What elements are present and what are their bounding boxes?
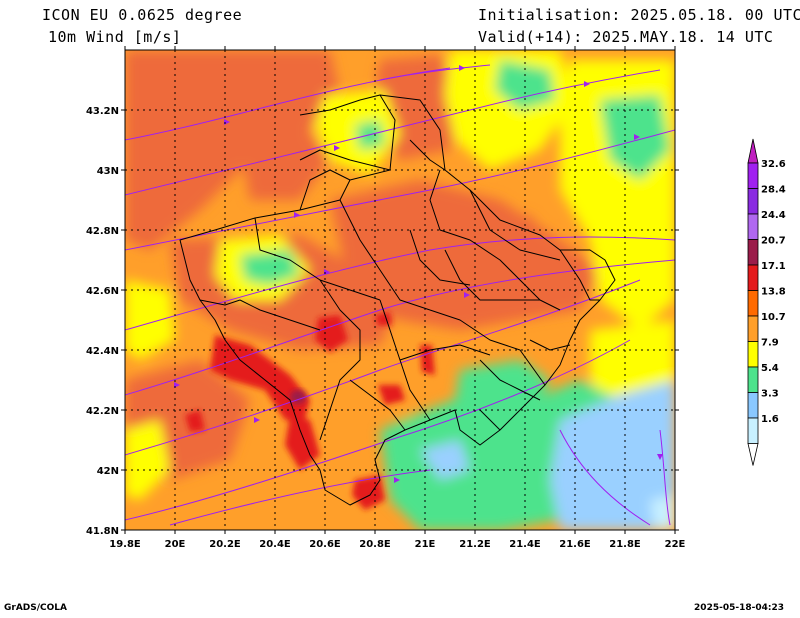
lat-label: 42.4N <box>86 346 119 357</box>
lon-label: 20.2E <box>209 539 241 550</box>
colorbar-max-arrow <box>747 138 759 164</box>
lon-label: 21.6E <box>559 539 591 550</box>
lon-label: 21.4E <box>509 539 541 550</box>
lat-label: 41.8N <box>86 526 119 537</box>
lat-label: 42.8N <box>86 226 119 237</box>
colorbar-swatch <box>747 213 759 240</box>
colorbar-level-label: 17.1 <box>761 261 786 272</box>
lat-label: 43N <box>97 166 119 177</box>
colorbar-level-label: 1.6 <box>761 414 779 425</box>
colorbar-swatch <box>747 264 759 291</box>
colorbar-swatch <box>747 366 759 393</box>
colorbar-swatch <box>747 239 759 266</box>
axis-ticks: 19.8E 20E 20.2E 20.4E 20.6E 20.8E 21E 21.2E 21.4… <box>86 46 686 550</box>
colorbar-level-label: 28.4 <box>761 185 786 196</box>
lat-label: 43.2N <box>86 106 119 117</box>
graphics-credit: GrADS/COLA <box>4 603 67 613</box>
colorbar-swatch <box>747 315 759 342</box>
lon-label: 19.8E <box>109 539 141 550</box>
valid-time: Valid(+14): 2025.MAY.18. 14 UTC <box>478 28 774 46</box>
variable-title: 10m Wind [m/s] <box>48 28 182 46</box>
initialisation-time: Initialisation: 2025.05.18. 00 UTC <box>478 6 800 24</box>
colorbar-swatch <box>747 417 759 444</box>
colorbar-level-label: 7.9 <box>761 338 779 349</box>
lon-label: 22E <box>665 539 686 550</box>
lat-label: 42.6N <box>86 286 119 297</box>
colorbar-legend: 32.6 28.4 24.4 20.7 17.1 13.8 10.7 7.9 5.4 3.3 1.6 <box>747 138 786 466</box>
lat-label: 42.2N <box>86 406 119 417</box>
lon-label: 21E <box>415 539 436 550</box>
lat-label: 42N <box>97 466 119 477</box>
lon-label: 20.4E <box>259 539 291 550</box>
colorbar-level-label: 13.8 <box>761 287 786 298</box>
map-title: ICON EU 0.0625 degree <box>42 6 243 24</box>
graticule <box>125 50 675 530</box>
colorbar-swatch <box>747 188 759 215</box>
country-outline <box>179 94 616 506</box>
colorbar-level-label: 3.3 <box>761 389 779 400</box>
lon-label: 21.2E <box>459 539 491 550</box>
colorbar-swatch <box>747 162 759 189</box>
lon-label: 20.6E <box>309 539 341 550</box>
colorbar-swatch <box>747 392 759 419</box>
streamlines <box>125 64 675 526</box>
colorbar-level-label: 32.6 <box>761 159 786 170</box>
lon-label: 20E <box>165 539 186 550</box>
colorbar-level-label: 5.4 <box>761 363 779 374</box>
lon-label: 20.8E <box>359 539 391 550</box>
colorbar-swatch <box>747 290 759 317</box>
colorbar-level-label: 20.7 <box>761 236 786 247</box>
wind-speed-field <box>125 50 675 530</box>
lon-label: 21.8E <box>609 539 641 550</box>
colorbar-min-arrow <box>747 443 759 466</box>
colorbar-level-label: 10.7 <box>761 312 786 323</box>
render-timestamp: 2025-05-18-04:23 <box>694 603 784 613</box>
colorbar-swatch <box>747 341 759 368</box>
boundaries <box>179 94 616 506</box>
colorbar-level-label: 24.4 <box>761 210 786 221</box>
